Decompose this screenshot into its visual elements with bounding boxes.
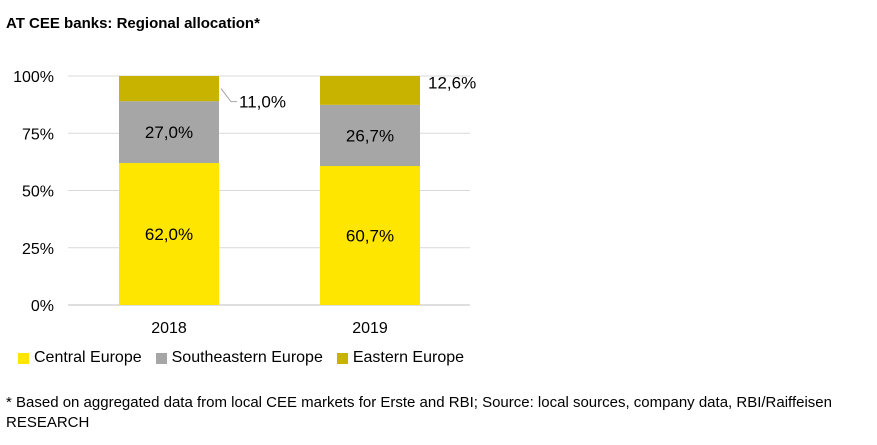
- data-label-eastern-europe-2018: 11,0%: [239, 93, 286, 112]
- data-label-southeastern-europe-2018: 27,0%: [145, 123, 193, 142]
- x-tick-label-2019: 2019: [352, 320, 388, 337]
- chart-title: AT CEE banks: Regional allocation*: [6, 15, 260, 32]
- y-tick-label-2: 50%: [22, 184, 54, 201]
- y-axis-ticks: 0% 25% 50% 75% 100%: [13, 69, 54, 315]
- bar-central-europe-2019: [320, 165, 420, 305]
- bar-eastern-europe-2018: [119, 76, 219, 102]
- x-tick-label-2018: 2018: [151, 320, 187, 337]
- data-label-central-europe-2018: 62,0%: [145, 225, 193, 244]
- chart-plot: 0% 25% 50% 75% 100% 62,0% 27,0% 11,0% 60,7% 26,7…: [13, 69, 476, 337]
- y-tick-label-3: 75%: [22, 126, 54, 143]
- y-tick-label-4: 100%: [13, 69, 54, 86]
- legend-swatch-central-europe: [18, 352, 29, 364]
- legend-item-southeastern-europe: Southeastern Europe: [155, 349, 323, 367]
- legend-label-eastern-europe: Eastern Europe: [352, 349, 465, 366]
- data-labels: 62,0% 27,0% 11,0% 60,7% 26,7% 12,6%: [145, 73, 476, 245]
- bar-eastern-europe-2019: [320, 76, 420, 105]
- footnote: * Based on aggregated data from local CE…: [6, 394, 832, 431]
- legend-item-eastern-europe: Eastern Europe: [336, 349, 465, 367]
- data-label-eastern-europe-2019: 12,6%: [428, 73, 476, 92]
- legend-item-central-europe: Central Europe: [18, 349, 142, 367]
- legend-swatch-eastern-europe: [336, 352, 348, 364]
- y-tick-label-0: 0%: [31, 298, 54, 315]
- legend-label-southeastern-europe: Southeastern Europe: [171, 349, 323, 366]
- legend-label-central-europe: Central Europe: [34, 349, 142, 366]
- x-axis-ticks: 2018 2019: [151, 320, 388, 337]
- data-label-central-europe-2019: 60,7%: [346, 226, 394, 245]
- bar-southeastern-europe-2018: [119, 101, 219, 164]
- data-label-southeastern-europe-2019: 26,7%: [346, 126, 394, 145]
- y-tick-label-1: 25%: [22, 241, 54, 258]
- bars: [119, 76, 420, 305]
- bar-central-europe-2018: [119, 163, 219, 305]
- bar-southeastern-europe-2019: [320, 104, 420, 166]
- legend: Central Europe Southeastern Europe Easte…: [18, 349, 464, 367]
- legend-swatch-southeastern-europe: [155, 352, 167, 364]
- leader-line-eastern-europe-2018: [220, 88, 237, 103]
